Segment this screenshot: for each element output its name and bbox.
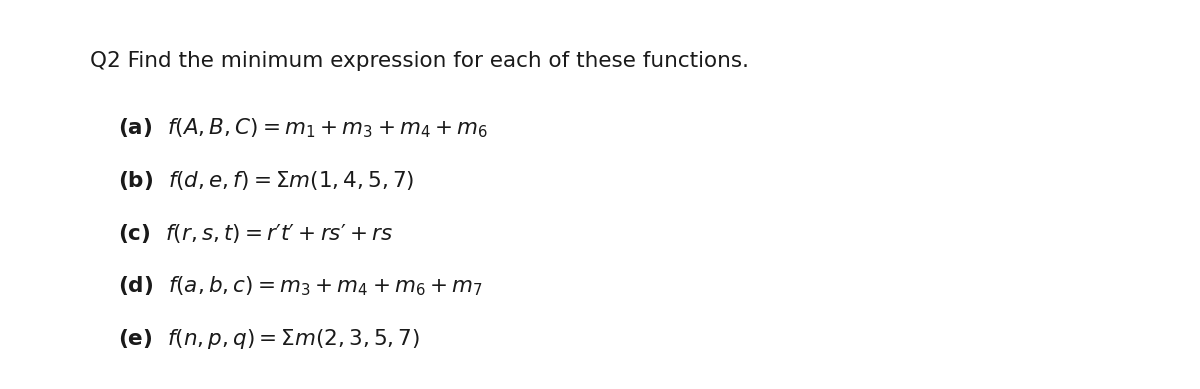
Text: (a)  $f(A, B, C) = m_1 + m_3 + m_4 + m_6$: (a) $f(A, B, C) = m_1 + m_3 + m_4 + m_6$ <box>118 117 488 140</box>
Text: (d)  $f(a, b, c) = m_3 + m_4 + m_6 + m_7$: (d) $f(a, b, c) = m_3 + m_4 + m_6 + m_7$ <box>118 274 482 298</box>
Text: (c)  $f(r, s, t) = r\prime t\prime + rs\prime + rs$: (c) $f(r, s, t) = r\prime t\prime + rs\p… <box>118 222 392 245</box>
Text: Q2 Find the minimum expression for each of these functions.: Q2 Find the minimum expression for each … <box>90 51 749 70</box>
Text: (e)  $f(n, p, q) = \Sigma m(2,3,5,7)$: (e) $f(n, p, q) = \Sigma m(2,3,5,7)$ <box>118 327 420 351</box>
Text: (b)  $f(d, e, f) = \Sigma m(1,4,5,7)$: (b) $f(d, e, f) = \Sigma m(1,4,5,7)$ <box>118 169 414 192</box>
